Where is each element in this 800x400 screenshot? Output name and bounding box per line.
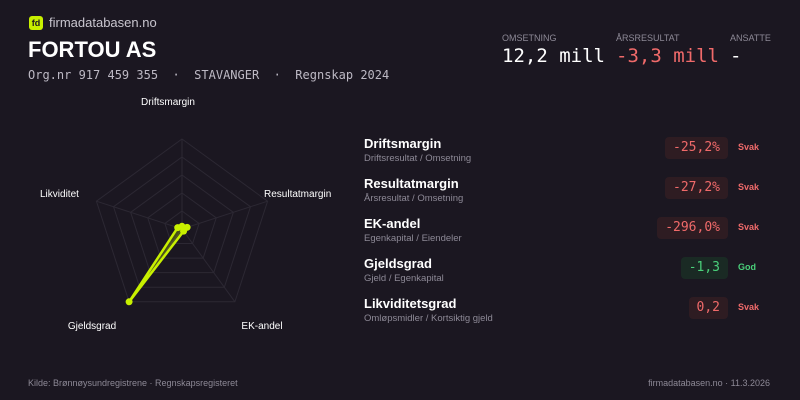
- grid-spoke: [181, 228, 236, 303]
- data-point: [174, 224, 182, 232]
- data-polygon: [128, 225, 190, 303]
- ratio-name: EK-andel: [364, 216, 421, 231]
- axis-label: EK-andel: [241, 321, 282, 332]
- axis-label: Driftsmargin: [141, 97, 195, 108]
- ratio-value: -1,3: [680, 257, 728, 279]
- ratio-formula: Egenkapital / Eiendeler: [364, 233, 462, 244]
- ratio-row: Resultatmargin Årsresultat / Omsetning -…: [364, 176, 764, 212]
- ratio-formula: Driftsresultat / Omsetning: [364, 153, 472, 164]
- ratio-status: Svak: [738, 222, 760, 232]
- grid-spoke: [181, 200, 268, 230]
- grid-ring: [164, 210, 200, 245]
- ratio-row: Driftsmargin Driftsresultat / Omsetning …: [364, 136, 764, 172]
- ratio-row: Gjeldsgrad Gjeld / Egenkapital -1,3 God: [364, 256, 764, 292]
- ratio-formula: Gjeld / Egenkapital: [364, 273, 444, 284]
- grid-ring: [147, 192, 217, 259]
- kpi-value: -: [730, 45, 742, 67]
- grid-spoke: [96, 200, 183, 230]
- ratio-name: Resultatmargin: [364, 176, 459, 191]
- ratio-formula: Årsresultat / Omsetning: [364, 193, 464, 204]
- kpi-label: ANSATTE: [730, 33, 771, 43]
- ratio-value: 0,2: [688, 297, 728, 319]
- axis-label: Gjeldsgrad: [68, 321, 116, 332]
- footer-right: firmadatabasen.no · 11.3.2026: [648, 378, 770, 388]
- company-subtitle: Org.nr 917 459 355 · STAVANGER · Regnska…: [28, 68, 390, 82]
- ratio-name: Likviditetsgrad: [364, 296, 457, 311]
- ratio-status: Svak: [738, 302, 760, 312]
- ratio-status: Svak: [738, 182, 760, 192]
- ratio-name: Gjeldsgrad: [364, 256, 432, 271]
- footer-source: Kilde: Brønnøysundregistrene · Regnskaps…: [28, 378, 238, 388]
- grid-ring: [130, 174, 234, 274]
- kpi-value: -3,3 mill: [616, 45, 719, 67]
- ratio-status: Svak: [738, 142, 760, 152]
- grid-ring: [95, 138, 269, 303]
- kpi-value: 12,2 mill: [502, 45, 605, 67]
- company-name: FORTOU AS: [28, 37, 157, 62]
- ratio-value: -25,2%: [665, 137, 728, 159]
- ratio-name: Driftsmargin: [364, 136, 442, 151]
- ratio-status: God: [738, 262, 756, 272]
- data-point: [125, 298, 133, 306]
- radar-chart: Driftsmargin Resultatmargin EK-andel Gje…: [40, 97, 331, 332]
- kpi-label: OMSETNING: [502, 33, 557, 43]
- grid-ring: [112, 156, 252, 288]
- axis-label: Resultatmargin: [264, 189, 331, 200]
- kpi-label: ÅRSRESULTAT: [616, 33, 680, 43]
- ratio-row: EK-andel Egenkapital / Eiendeler -296,0%…: [364, 216, 764, 252]
- ratio-value: -296,0%: [657, 217, 728, 239]
- logo-icon: fd: [29, 16, 43, 30]
- ratio-row: Likviditetsgrad Omløpsmidler / Kortsikti…: [364, 296, 764, 332]
- ratio-formula: Omløpsmidler / Kortsiktig gjeld: [364, 313, 493, 324]
- site-name[interactable]: firmadatabasen.no: [49, 15, 157, 30]
- ratio-value: -27,2%: [665, 177, 728, 199]
- data-point: [180, 227, 188, 235]
- axis-label: Likviditet: [40, 189, 79, 200]
